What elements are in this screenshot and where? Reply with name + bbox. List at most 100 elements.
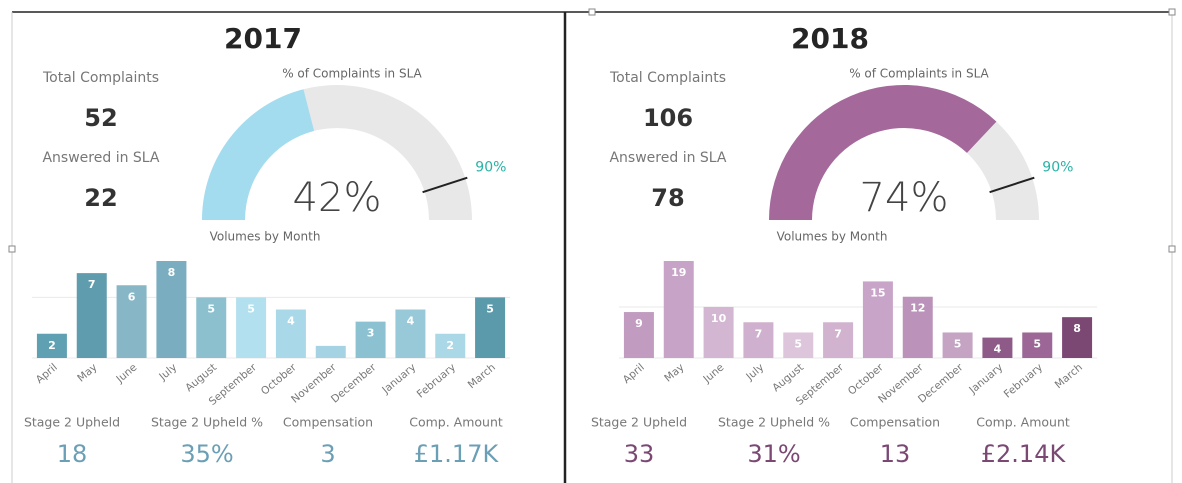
bar-label: 5	[954, 337, 962, 350]
bar-label: 2	[48, 339, 56, 352]
bar	[1022, 332, 1053, 358]
bar-label: 8	[1073, 322, 1081, 335]
x-tick-label: January	[966, 361, 1005, 396]
gauge-target-label: 90%	[475, 160, 506, 176]
bar-label: 7	[834, 327, 842, 340]
bar-label: 7	[88, 278, 96, 291]
resize-handle	[8, 245, 16, 253]
bar	[703, 306, 734, 358]
x-tick-label: July	[156, 361, 179, 383]
bar	[36, 333, 67, 358]
x-tick-label: March	[466, 361, 498, 391]
kpi-value: 22	[84, 184, 117, 212]
bar	[435, 333, 466, 358]
bar	[663, 261, 694, 358]
bar	[862, 281, 893, 358]
bar	[743, 322, 774, 358]
stat-label: Comp. Amount	[409, 415, 503, 430]
bar-label: 7	[755, 327, 763, 340]
x-tick-label: June	[700, 361, 726, 386]
bar	[275, 309, 306, 358]
resize-handle	[1168, 245, 1176, 253]
x-tick-label: August	[183, 361, 219, 394]
x-tick-label: July	[743, 361, 766, 383]
x-tick-label: May	[662, 361, 686, 384]
stat-value: £2.14K	[981, 440, 1067, 468]
stat-label: Stage 2 Upheld %	[718, 415, 830, 430]
bar	[116, 285, 147, 358]
bar-label: 4	[407, 315, 415, 328]
gauge-title: % of Complaints in SLA	[282, 67, 422, 81]
year-title: 2017	[224, 22, 302, 55]
year-title: 2018	[791, 22, 869, 55]
kpi-value: 78	[651, 184, 684, 212]
kpi-label: Answered in SLA	[42, 150, 159, 166]
bar	[156, 261, 187, 358]
bar-label: 5	[247, 302, 255, 315]
bar	[76, 273, 107, 358]
stat-label: Comp. Amount	[976, 415, 1070, 430]
bar-label: 8	[168, 266, 176, 279]
bar	[783, 332, 814, 358]
resize-handle	[1168, 8, 1176, 16]
stat-label: Compensation	[850, 415, 940, 430]
bar-label: 4	[994, 343, 1002, 356]
gauge-target	[422, 176, 468, 194]
kpi-label: Answered in SLA	[609, 150, 726, 166]
stat-value: 13	[880, 440, 911, 468]
bar-chart: 9April19May10June7July5August7September1…	[619, 261, 1097, 408]
x-tick-label: March	[1053, 361, 1085, 391]
bar	[823, 322, 854, 358]
bar	[942, 332, 973, 358]
kpi-label: Total Complaints	[609, 70, 726, 86]
bar-label: 5	[1033, 337, 1041, 350]
bar	[315, 345, 346, 358]
gauge-value-label: 42%	[293, 175, 382, 221]
bar	[236, 297, 267, 358]
bar	[395, 309, 426, 358]
kpi-value: 106	[643, 104, 693, 132]
bar-label: 5	[207, 302, 215, 315]
bar-chart: 2April7May6June8July5August5September4Oc…	[32, 261, 510, 408]
stat-value: 35%	[180, 440, 233, 468]
bar	[355, 321, 386, 358]
bar-label: 3	[367, 327, 375, 340]
kpi-value: 52	[84, 104, 117, 132]
bar-label: 19	[671, 266, 686, 279]
x-tick-label: April	[34, 361, 60, 386]
bar-label: 12	[910, 302, 925, 315]
stat-value: 33	[624, 440, 655, 468]
gauge-value	[202, 89, 315, 220]
bar	[475, 297, 506, 358]
bar	[623, 312, 654, 358]
chart-title: Volumes by Month	[777, 230, 888, 244]
x-tick-label: February	[1002, 361, 1045, 400]
bar	[196, 297, 227, 358]
stat-value: £1.17K	[414, 440, 500, 468]
stat-label: Stage 2 Upheld	[24, 415, 120, 430]
gauge-target-label: 90%	[1042, 160, 1073, 176]
gauge-target	[989, 176, 1035, 194]
bar-label: 5	[794, 337, 802, 350]
x-tick-label: June	[113, 361, 139, 386]
gauge-value-label: 74%	[860, 175, 949, 221]
x-tick-label: February	[415, 361, 458, 400]
bar-label: 2	[446, 339, 454, 352]
stat-value: 31%	[747, 440, 800, 468]
stat-value: 3	[320, 440, 335, 468]
bar-label: 15	[870, 286, 885, 299]
bar-label: 10	[711, 312, 727, 325]
bar	[902, 296, 933, 358]
x-tick-label: May	[75, 361, 99, 384]
x-tick-label: December	[329, 361, 379, 406]
stat-value: 18	[57, 440, 88, 468]
bar	[1062, 317, 1093, 358]
bar-label: 9	[635, 317, 643, 330]
stat-label: Stage 2 Upheld	[591, 415, 687, 430]
gauge-title: % of Complaints in SLA	[849, 67, 989, 81]
bar	[982, 337, 1013, 358]
kpi-label: Total Complaints	[42, 70, 159, 86]
